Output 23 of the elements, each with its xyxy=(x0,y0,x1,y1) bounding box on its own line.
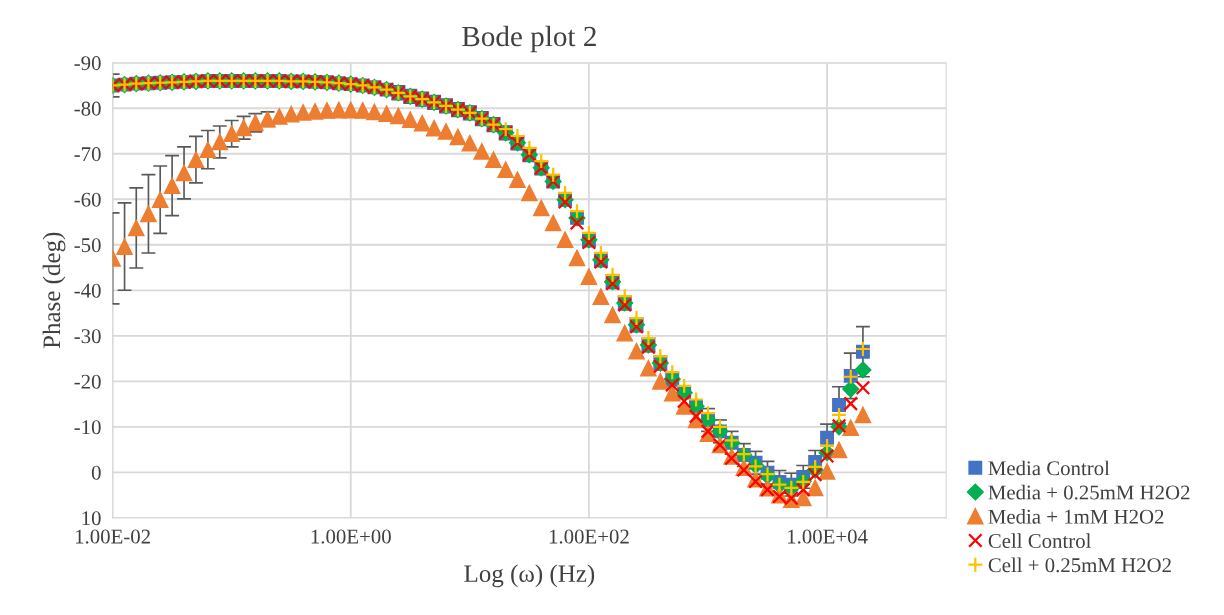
legend-label: Media Control xyxy=(988,460,1110,476)
y-tick-label: -50 xyxy=(74,238,101,253)
y-tick-label: -60 xyxy=(74,192,101,207)
chart-title: Bode plot 2 xyxy=(462,25,596,53)
legend-label: Media + 1mM H2O2 xyxy=(988,509,1164,524)
y-tick-label: -80 xyxy=(74,101,101,116)
y-tick-label: -40 xyxy=(74,283,101,298)
y-tick-label: 0 xyxy=(91,465,101,480)
legend-label: Cell Control xyxy=(988,533,1091,548)
y-tick-label: -30 xyxy=(74,329,101,344)
y-tick-label: -70 xyxy=(74,147,101,162)
legend-label: Media + 0.25mM H2O2 xyxy=(988,484,1190,500)
legend-label: Cell + 0.25mM H2O2 xyxy=(988,557,1171,573)
y-tick-label: -20 xyxy=(74,374,101,389)
y-tick-label: -10 xyxy=(74,420,101,435)
x-axis-title: Log (ω) (Hz) xyxy=(464,564,595,588)
y-tick-label: -90 xyxy=(74,56,101,71)
y-tick-label: 10 xyxy=(82,511,101,526)
x-tick-label: 1.00E+04 xyxy=(788,529,868,544)
y-axis-title: Phase (deg) xyxy=(42,232,66,349)
x-tick-label: 1.00E+00 xyxy=(311,529,391,544)
x-tick-label: 1.00E-02 xyxy=(75,529,150,544)
x-tick-label: 1.00E+02 xyxy=(549,529,629,544)
